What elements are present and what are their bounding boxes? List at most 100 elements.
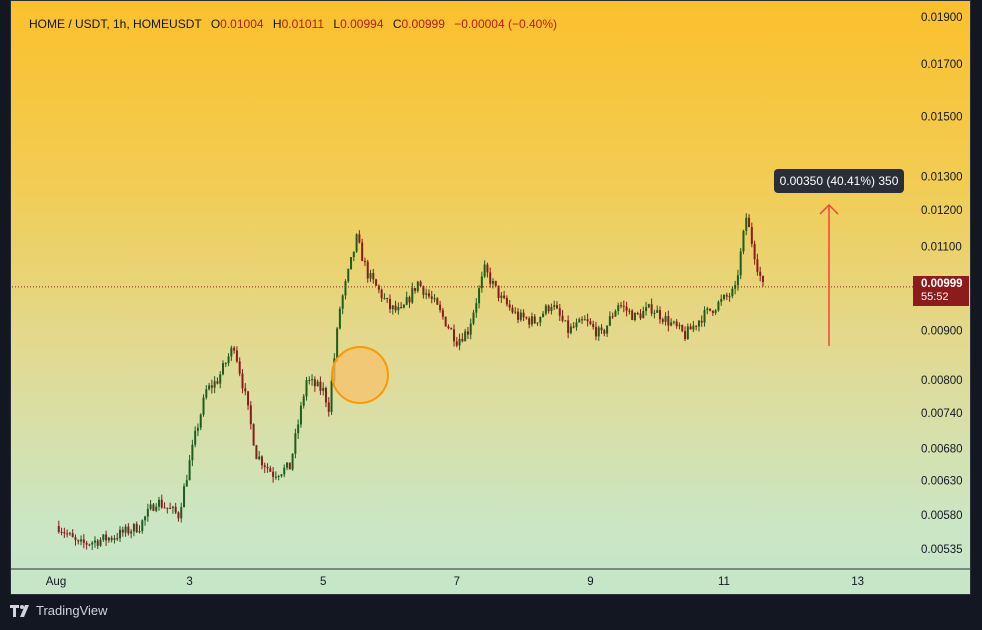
candle-body — [389, 299, 391, 310]
candle-body — [575, 322, 578, 328]
measure-label[interactable]: 0.00350 (40.41%) 350 — [774, 169, 904, 193]
candle-body — [483, 264, 486, 277]
candle-body — [255, 445, 258, 460]
chart-frame[interactable]: 0.01900 0.01700 0.01500 0.01300 0.01200 0.011… — [10, 0, 972, 596]
high-value: 0.01011 — [281, 17, 325, 31]
last-price-tag: 0.00999 55:52 — [913, 276, 969, 306]
candle-body — [567, 320, 570, 333]
candle-body — [759, 271, 762, 276]
y-tick-label: 0.00535 — [921, 544, 963, 556]
candle-body — [224, 363, 227, 365]
candle-body — [736, 275, 739, 286]
candle-body — [731, 288, 734, 297]
chart-canvas[interactable]: 0.01900 0.01700 0.01500 0.01300 0.01200 0.011… — [11, 1, 972, 596]
candle-body — [352, 251, 355, 258]
candle-body — [194, 430, 197, 445]
y-tick-label: 0.01900 — [921, 12, 963, 24]
candle-body — [338, 308, 341, 329]
candle-body — [556, 305, 558, 309]
candle-body — [486, 264, 489, 273]
candle-body — [631, 310, 634, 321]
y-tick-label: 0.00630 — [921, 475, 963, 487]
candle-body — [74, 537, 77, 541]
candle-body — [327, 402, 330, 412]
candle-body — [291, 453, 294, 470]
candle-body — [466, 331, 469, 335]
y-tick-label: 0.00680 — [921, 443, 963, 455]
candle-body — [191, 444, 194, 461]
candle-body — [592, 324, 595, 327]
candle-body — [528, 318, 531, 325]
overlays-layer — [12, 203, 913, 404]
x-axis[interactable]: Aug 3 5 7 9 11 13 — [11, 568, 972, 596]
candle-body — [664, 316, 667, 322]
candle-body — [633, 312, 636, 321]
candle-body — [505, 297, 508, 305]
x-tick-label: 11 — [718, 576, 730, 588]
candle-body — [739, 251, 742, 276]
candle-body — [372, 273, 375, 280]
candle-body — [750, 227, 753, 244]
candle-body — [324, 387, 327, 403]
candle-body — [661, 319, 664, 322]
candle-body — [383, 298, 386, 300]
candle-body — [77, 540, 80, 542]
candle-body — [174, 506, 177, 513]
candle-body — [533, 316, 536, 324]
candle-body — [269, 468, 272, 472]
candle-body — [210, 385, 213, 388]
tradingview-footer[interactable]: TradingView — [10, 603, 108, 618]
candle-body — [686, 326, 689, 340]
candle-body — [316, 381, 319, 387]
candle-body — [402, 304, 405, 308]
candle-body — [350, 257, 353, 270]
candle-body — [183, 486, 186, 508]
candle-body — [639, 313, 642, 319]
candle-body — [500, 295, 503, 298]
y-tick-label: 0.00800 — [921, 375, 963, 387]
candle-body — [180, 507, 183, 519]
candle-body — [135, 523, 138, 533]
candle-body — [380, 289, 383, 299]
candle-body — [138, 531, 141, 533]
candle-body — [116, 538, 119, 540]
candle-body — [645, 307, 648, 312]
candle-body — [205, 389, 208, 398]
candle-body — [408, 297, 411, 303]
candle-body — [171, 506, 174, 509]
y-tick-label: 0.00900 — [921, 326, 963, 338]
candle-body — [544, 305, 547, 314]
candle-body — [235, 350, 238, 362]
candle-body — [391, 305, 394, 310]
candle-body — [355, 234, 358, 252]
candle-body — [252, 424, 255, 446]
candle-body — [411, 288, 414, 303]
candle-body — [286, 462, 289, 468]
candle-body — [558, 308, 561, 316]
candle-body — [569, 326, 572, 333]
candle-body — [530, 316, 533, 325]
candle-body — [658, 310, 661, 320]
candle-body — [313, 379, 316, 387]
candle-body — [299, 405, 302, 425]
candle-body — [720, 298, 723, 302]
candle-body — [667, 316, 670, 326]
candle-body — [311, 379, 314, 381]
candle-body — [336, 328, 339, 359]
candle-body — [302, 396, 305, 406]
candle-body — [453, 329, 456, 342]
candle-body — [600, 327, 603, 331]
candle-body — [375, 279, 378, 286]
candle-body — [146, 508, 149, 517]
x-tick-label: 7 — [454, 576, 460, 588]
candle-body — [422, 286, 425, 295]
candle-body — [68, 533, 71, 535]
candle-body — [166, 507, 169, 509]
candle-body — [628, 310, 631, 312]
candle-body — [93, 540, 96, 543]
candle-body — [695, 325, 698, 327]
y-axis[interactable]: 0.01900 0.01700 0.01500 0.01300 0.01200 0.011… — [921, 12, 963, 556]
candle-body — [330, 380, 333, 412]
candle-body — [697, 320, 700, 327]
measure-arrow-head — [819, 203, 839, 215]
